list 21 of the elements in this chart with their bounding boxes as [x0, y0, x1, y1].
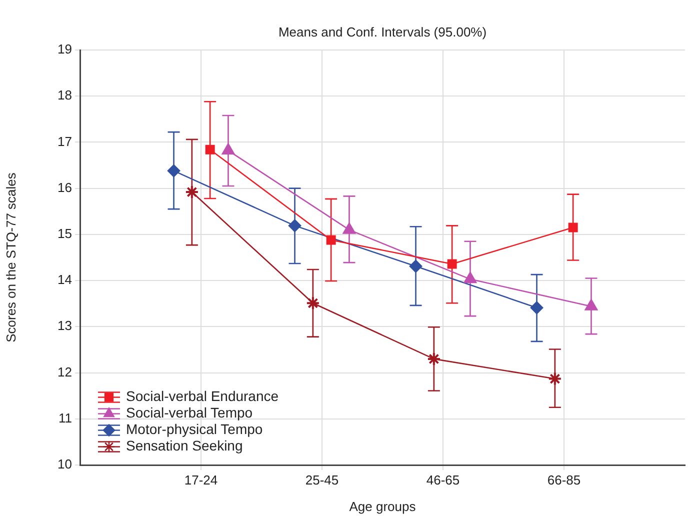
- x-tick-label: 46-65: [426, 472, 460, 488]
- y-tick-label: 16: [58, 180, 72, 195]
- x-axis-title: Age groups: [349, 498, 416, 514]
- y-tick-label: 10: [58, 456, 72, 472]
- legend-label: Sensation Seeking: [126, 438, 243, 454]
- y-tick-label: 12: [58, 364, 72, 380]
- legend-label: Social-verbal Endurance: [126, 388, 279, 404]
- y-tick-label: 13: [58, 318, 72, 334]
- y-axis-title: Scores on the STQ-77 scales: [3, 172, 18, 342]
- legend-label: Social-verbal Tempo: [126, 404, 253, 421]
- y-tick-label: 17: [58, 134, 72, 149]
- y-tick-label: 15: [58, 226, 72, 242]
- y-tick-label: 14: [58, 272, 72, 288]
- chart-title: Means and Conf. Intervals (95.00%): [278, 24, 487, 40]
- x-tick-label: 17-24: [184, 472, 218, 488]
- x-tick-label: 66-85: [547, 472, 581, 488]
- legend-label: Motor-physical Tempo: [126, 421, 263, 438]
- x-tick-label: 25-45: [305, 472, 339, 488]
- y-tick-label: 11: [58, 410, 72, 426]
- y-tick-label: 19: [58, 42, 72, 57]
- y-tick-label: 18: [58, 88, 72, 103]
